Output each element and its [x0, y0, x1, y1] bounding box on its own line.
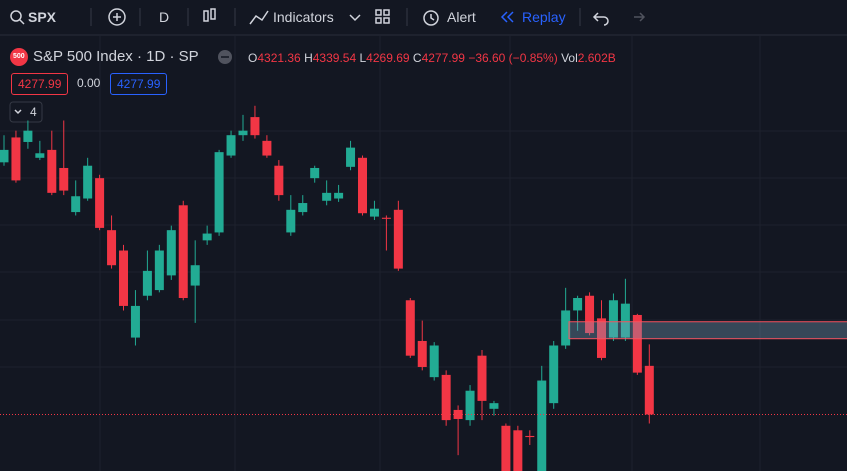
replay[interactable]: Replay	[522, 9, 566, 25]
candle-body	[23, 130, 33, 142]
candle-body	[358, 157, 367, 214]
legend-title: S&P 500 Index · 1D · SP	[33, 48, 199, 65]
candle-body	[549, 345, 559, 404]
candle-body	[513, 430, 523, 471]
candle-body	[585, 295, 595, 334]
candle-body	[214, 152, 224, 233]
zone	[568, 321, 847, 340]
collapse-button[interactable]	[9, 101, 43, 123]
candle-body	[130, 305, 140, 338]
candle-body	[489, 403, 499, 409]
candle-body	[405, 300, 415, 356]
candle-body	[441, 374, 451, 421]
toolbar-separators	[90, 8, 581, 26]
symbol-badge	[10, 48, 28, 66]
candle-body	[608, 300, 618, 338]
candle-body	[11, 137, 21, 181]
candle-body	[429, 345, 439, 378]
candle-body	[35, 153, 45, 158]
candle-body	[417, 340, 427, 367]
candle-body	[190, 265, 200, 286]
toolbar-icons	[10, 8, 646, 115]
interval[interactable]: D	[159, 9, 170, 25]
candle-body	[226, 135, 236, 156]
candle-body	[525, 435, 535, 438]
value: 4277.99	[421, 51, 465, 65]
candle-body	[95, 178, 105, 228]
candle-body	[597, 318, 606, 358]
candle-body	[381, 217, 391, 219]
value: 4269.69	[366, 51, 410, 65]
buy-price[interactable]: 4277.99	[110, 73, 168, 95]
candle-body	[632, 314, 642, 373]
candle-body	[47, 149, 57, 193]
candle-body	[142, 270, 152, 296]
candle-body	[573, 298, 583, 311]
candle-body	[71, 196, 81, 213]
candle-body	[119, 250, 128, 306]
value: 4339.54	[312, 51, 357, 65]
change: −36.60 (−0.85%)	[468, 51, 558, 65]
candle-body	[537, 380, 547, 471]
label: O	[248, 51, 258, 65]
candle-body	[83, 165, 93, 199]
alert[interactable]: Alert	[447, 9, 476, 25]
value: 4321.36	[257, 51, 301, 65]
candle-body	[107, 230, 117, 266]
candle-body	[644, 365, 654, 415]
candle-body	[620, 303, 630, 338]
indicators[interactable]: Indicators	[273, 9, 334, 25]
candle-body	[250, 117, 260, 136]
spread: 0.00	[77, 76, 101, 90]
candle-body	[477, 355, 487, 401]
candle-body	[238, 130, 248, 136]
candle-body	[322, 192, 332, 201]
grid	[0, 36, 847, 471]
sell-price[interactable]: 4277.99	[11, 73, 69, 95]
label: Vol	[561, 51, 578, 65]
candle-body	[369, 208, 379, 217]
candle-body	[178, 205, 188, 299]
candle-body	[202, 233, 212, 241]
candle-body	[346, 147, 356, 167]
candle-body	[298, 203, 308, 213]
candle-body	[501, 425, 511, 471]
candle-body	[561, 310, 571, 346]
candle-body	[59, 167, 69, 191]
value: 2.602B	[577, 51, 616, 65]
candle-body	[274, 165, 284, 196]
label: C	[412, 51, 422, 65]
candle-body	[334, 192, 344, 199]
ohlc: O4321.36 H4339.54 L4269.69 C4277.99 −36.…	[248, 51, 616, 65]
candle-body	[393, 209, 403, 269]
badge: 500	[13, 53, 25, 60]
candle-body	[154, 250, 164, 291]
candle-body	[166, 230, 176, 276]
collapse-count: 4	[30, 105, 37, 119]
label: L	[359, 51, 367, 65]
candle-body	[0, 149, 9, 163]
label: H	[304, 51, 313, 65]
candle-body	[465, 390, 475, 421]
candle-body	[310, 167, 320, 179]
candle-body	[286, 209, 296, 233]
candle-body	[262, 140, 272, 156]
candle-body	[453, 409, 463, 419]
symbol[interactable]: SPX	[28, 9, 57, 25]
